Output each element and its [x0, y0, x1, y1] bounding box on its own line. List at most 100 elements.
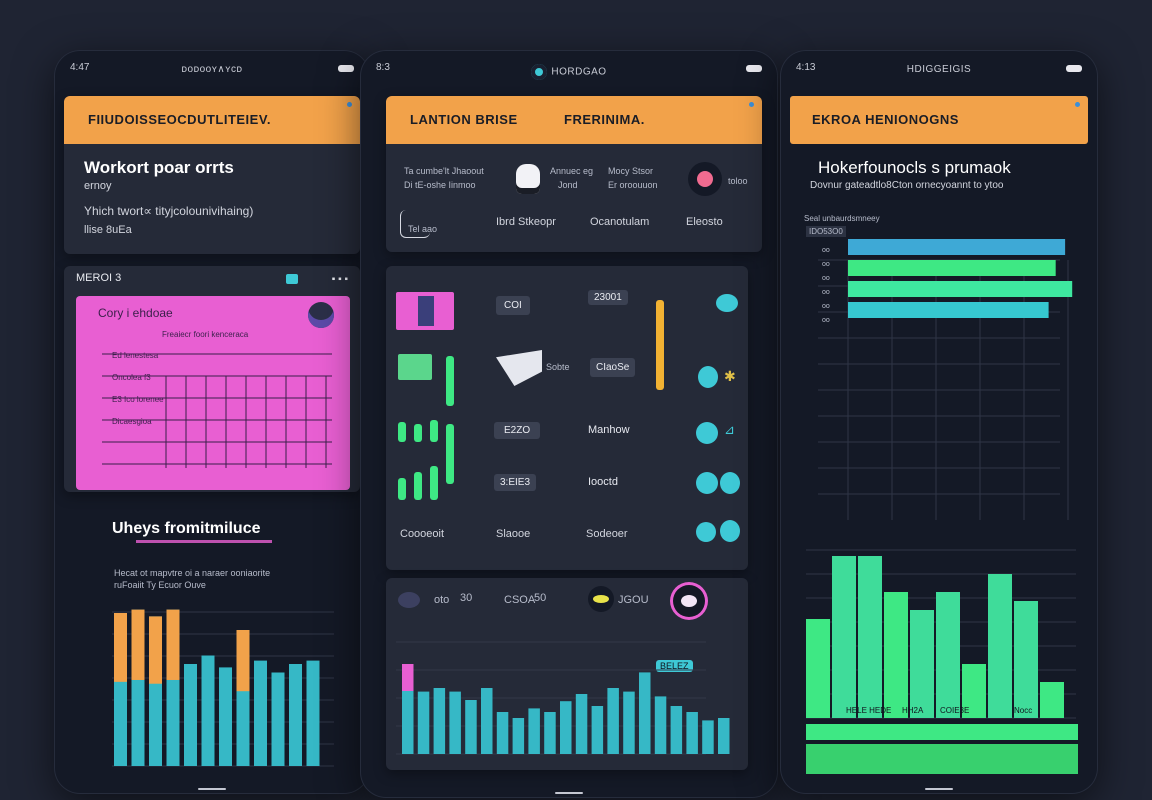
controls-grid-card[interactable]: COI 23001 Sobte CIaoSe ✱ E2ZO Manhow ⊿ 3…: [386, 266, 748, 570]
right-heading: Hokerfounocls s prumaok: [818, 158, 1011, 177]
eye-icon[interactable]: [588, 586, 614, 612]
notification-dot-icon: [1075, 102, 1080, 107]
right-bar: [858, 556, 882, 718]
right-status-bar: 4:13 HDIGGEIGIS: [780, 62, 1098, 82]
status-title: ᴅᴏᴅᴏᴏʏ∧ʏᴄᴅ: [181, 64, 243, 75]
grid-text-2: Manhow: [588, 424, 630, 436]
middle-bar-chart: [396, 641, 730, 755]
cyan-icon-2[interactable]: [698, 366, 718, 388]
section-underline: [136, 540, 272, 543]
grid-pill-5[interactable]: 3:EIE3: [494, 474, 537, 491]
right-subheading: Dovnur gateadtlo8Cton ornecyoannt to yto…: [810, 180, 1004, 191]
right-hbar-label: oo: [822, 289, 830, 296]
row-label-1[interactable]: Ibrd Stkeopr: [496, 216, 556, 228]
toggle-dark-icon[interactable]: [398, 592, 420, 608]
right-hbar-label: oo: [822, 247, 830, 254]
middle-header-left: LANTION BRISE: [410, 112, 518, 127]
middle-bar: [417, 691, 430, 754]
left-bar-top: [149, 616, 162, 684]
status-title: HDIGGEIGIS: [906, 64, 972, 75]
bottom-label-1[interactable]: Coooeoit: [400, 528, 445, 540]
info-right: Mocy Stsor: [608, 166, 654, 176]
shield-icon[interactable]: [496, 350, 542, 386]
right-hbar-label: oo: [822, 303, 830, 310]
right-footer-band: [806, 744, 1078, 774]
cyan-icon-1[interactable]: [716, 294, 738, 312]
cyan-badge-icon[interactable]: ⊿: [724, 422, 735, 437]
green-bar-a: [446, 356, 454, 406]
left-bar: [306, 660, 320, 766]
left-bar-top: [236, 630, 250, 692]
app-title: HORDGAO: [551, 66, 607, 78]
left-phone: 4:47 ᴅᴏᴅᴏᴏʏ∧ʏᴄᴅ FIIUDOISSEOCDUTLITEIEV. …: [54, 50, 370, 794]
bottom-label-2[interactable]: Slaooe: [496, 528, 531, 540]
legend-item-1: HELE HEDE: [846, 706, 892, 715]
left-bar-top: [114, 613, 127, 682]
mascot-icon[interactable]: [516, 164, 540, 194]
bar-chart-card[interactable]: oto 30 CSOA 50 JGOU BELEZ: [386, 578, 748, 770]
middle-header-right: FRERINIMA.: [564, 112, 645, 127]
middle-status-bar: 8:3 HORDGAO: [360, 62, 778, 82]
grid-pill-1[interactable]: COI: [496, 296, 530, 315]
ring-icon[interactable]: [670, 582, 708, 620]
home-indicator[interactable]: [198, 788, 226, 790]
bottom-label-3[interactable]: Sodeoer: [586, 528, 628, 540]
grid-pill-3[interactable]: CIaoSe: [590, 358, 636, 377]
cyan-icon-5[interactable]: [720, 472, 740, 494]
bar-badge: BELEZ: [656, 660, 693, 672]
pink-chart-card[interactable]: MEROI 3 ▪ ▪ ▪ Cory i ehdoae Freaiecr foo…: [64, 266, 360, 492]
card-action-icon[interactable]: [286, 274, 298, 284]
middle-bar: [718, 718, 730, 754]
middle-bar: [544, 712, 556, 754]
middle-header-bar: LANTION BRISE FRERINIMA.: [386, 96, 762, 144]
cyan-icon-4[interactable]: [696, 472, 718, 494]
right-hbar: [848, 281, 1073, 297]
thumb-pink-icon[interactable]: [396, 292, 454, 330]
right-bar: [884, 592, 908, 718]
right-hbar: [848, 239, 1066, 255]
legend-item-2: HH2A: [902, 706, 924, 715]
left-bar: [254, 660, 267, 766]
toggle-icon[interactable]: [400, 210, 430, 238]
right-hbar-label: oo: [822, 275, 830, 282]
cyan-icon-6[interactable]: [696, 522, 716, 542]
middle-bar: [575, 694, 588, 754]
battery-icon: [338, 65, 354, 72]
row-label-3[interactable]: Eleosto: [686, 216, 723, 228]
battery-icon: [1066, 65, 1082, 72]
right-bar: [910, 610, 934, 718]
star-icon[interactable]: ✱: [724, 368, 736, 384]
info-right-2: Er oroouuon: [608, 180, 658, 190]
section-sub: Hecat ot mapvtre oi a naraer ooniaorite: [114, 568, 271, 578]
grid-pill-2[interactable]: 23001: [588, 290, 628, 305]
home-indicator[interactable]: [925, 788, 953, 790]
right-legend-band: [806, 724, 1078, 740]
row-label-2[interactable]: Ocanotulam: [590, 216, 650, 228]
app-logo-icon: [531, 64, 548, 80]
app-title-wrap: HORDGAO: [360, 64, 778, 80]
welcome-card[interactable]: FIIUDOISSEOCDUTLITEIEV. Workort poar orr…: [64, 96, 360, 254]
pink-title: Cory i ehdoae: [98, 306, 173, 320]
left-bar: [271, 672, 285, 766]
left-bar-top: [166, 609, 180, 680]
pink-subtitle: Freaiecr foori kenceraca: [162, 330, 249, 339]
avatar-icon[interactable]: [308, 302, 334, 328]
battery-icon: [746, 65, 762, 72]
orange-slider[interactable]: [656, 300, 664, 390]
cyan-icon-3[interactable]: [696, 422, 718, 444]
middle-bar: [512, 718, 525, 754]
welcome-body: Yhich twort∝ tityjcolounivihaing): [84, 204, 254, 218]
left-bar: [289, 664, 302, 766]
home-indicator[interactable]: [555, 792, 583, 794]
card-menu-icon[interactable]: ▪ ▪ ▪: [331, 274, 348, 285]
cyan-icon-7[interactable]: [720, 520, 740, 542]
grid-text-1: Sobte: [546, 362, 570, 372]
middle-bar: [496, 712, 509, 754]
stat-value-2: 50: [534, 592, 547, 604]
grid-pill-4[interactable]: E2ZO: [494, 422, 541, 439]
thumb-green-icon[interactable]: [398, 354, 432, 380]
record-icon[interactable]: [688, 162, 722, 196]
info-badge: toloo: [728, 176, 748, 186]
welcome-subtitle: ernoy: [84, 180, 112, 192]
info-card[interactable]: LANTION BRISE FRERINIMA. Ta cumbe'lt Jha…: [386, 96, 762, 252]
